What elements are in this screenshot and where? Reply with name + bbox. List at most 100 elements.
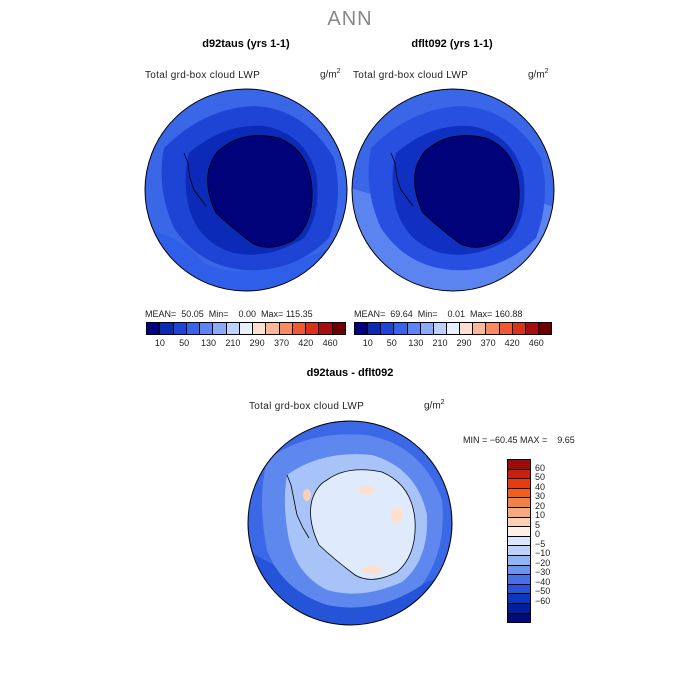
stats-right: MEAN= 69.64 Min= 0.01 Max= 160.88: [354, 309, 523, 319]
colorbar-tick-label: 460: [322, 338, 338, 348]
colorbar-tick-label: 130: [200, 338, 217, 348]
colorbar-tick-label: 370: [273, 338, 289, 348]
colorbar-swatch: [319, 323, 333, 334]
diff-colorbar-label: −5: [535, 538, 546, 549]
colorbar-ticks-left: 10 50 130 210 290 370 420 460: [146, 338, 344, 350]
colorbar-tick-label: 210: [432, 338, 448, 348]
colorbar-swatch: [279, 323, 293, 334]
colorbar-tick-label: 370: [480, 338, 496, 348]
diff-colorbar-label: 60: [535, 462, 546, 473]
colorbar-tick-label: 50: [179, 338, 190, 348]
colorbar-tick-label: 50: [386, 338, 397, 348]
diff-colorbar-label: −10: [535, 548, 551, 559]
colorbar-swatch: [433, 323, 447, 334]
diff-colorbar-swatch: [508, 613, 530, 623]
diff-colorbar-swatch: [508, 536, 530, 547]
colorbar-swatch: [394, 323, 408, 334]
colorbar-swatch: [200, 323, 214, 334]
colorbar-swatch: [147, 323, 161, 334]
diff-colorbar-swatch: [508, 594, 530, 604]
panel-title-left: d92taus (yrs 1-1): [202, 38, 290, 50]
diff-colorbar-swatch: [508, 498, 530, 508]
colorbar-tick-label: 130: [408, 338, 424, 348]
colorbar-swatch: [473, 323, 487, 334]
variable-label-left: Total grd-box cloud LWP: [145, 70, 261, 81]
colorbar-swatch: [239, 323, 254, 334]
colorbar-swatch: [368, 323, 382, 334]
colorbar-swatch: [292, 323, 307, 334]
polar-map-left: [144, 88, 348, 292]
colorbar-tick-label: 420: [298, 338, 314, 348]
colorbar-swatch: [499, 323, 513, 334]
unit-label-right: g/m2: [528, 68, 549, 81]
colorbar-swatch: [332, 323, 345, 334]
colorbar-swatch: [446, 323, 461, 334]
colorbar-swatch: [460, 323, 474, 334]
colorbar-swatch: [160, 323, 174, 334]
diff-colorbar-swatch: [508, 479, 530, 489]
colorbar-swatch: [355, 323, 369, 334]
diff-colorbar: [507, 459, 531, 623]
diff-colorbar-label: 10: [535, 510, 546, 521]
diff-colorbar-swatch: [508, 555, 530, 566]
diff-colorbar-label: −20: [535, 557, 551, 568]
diff-colorbar-label: −30: [535, 567, 551, 578]
colorbar-swatch: [420, 323, 434, 334]
diff-colorbar-label: −40: [535, 576, 551, 587]
diff-stats: MIN = −60.45 MAX = 9.65: [463, 435, 575, 445]
polar-map-diff: [247, 420, 453, 626]
diff-colorbar-label: 50: [535, 472, 546, 483]
colorbar-swatch: [381, 323, 395, 334]
diff-colorbar-swatch: [508, 488, 530, 499]
polar-map-right: [351, 88, 555, 292]
colorbar-swatch: [525, 323, 539, 334]
colorbar-left: [146, 322, 346, 335]
diff-colorbar-label: 40: [535, 481, 546, 492]
panel-title-right: dflt092 (yrs 1-1): [411, 38, 493, 50]
colorbar-swatch: [173, 323, 187, 334]
colorbar-tick-label: 290: [249, 338, 265, 348]
colorbar-tick-label: 10: [154, 338, 165, 348]
diff-title: d92taus - dflt092: [306, 367, 394, 379]
unit-label-left: g/m2: [320, 68, 341, 81]
diff-colorbar-label: 5: [535, 519, 541, 530]
colorbar-swatch: [486, 323, 500, 334]
diff-colorbar-label: −60: [535, 595, 551, 606]
colorbar-swatch: [512, 323, 526, 334]
colorbar-swatch: [213, 323, 227, 334]
diff-colorbar-label: −50: [535, 586, 551, 597]
colorbar-swatch: [266, 323, 280, 334]
main-title: ANN: [327, 8, 373, 30]
diff-colorbar-swatch: [508, 469, 530, 480]
colorbar-ticks-right: 10 50 130 210 290 370 420 460: [354, 338, 550, 350]
colorbar-swatch: [226, 323, 240, 334]
diff-variable-label: Total grd-box cloud LWP: [249, 401, 365, 412]
stats-left: MEAN= 50.05 Min= 0.00 Max= 115.35: [145, 309, 313, 319]
diff-colorbar-swatch: [508, 460, 530, 470]
diff-colorbar-swatch: [508, 575, 530, 585]
variable-label-right: Total grd-box cloud LWP: [353, 70, 469, 81]
colorbar-swatch: [538, 323, 552, 334]
colorbar-tick-label: 10: [362, 338, 373, 348]
diff-colorbar-labels: 60 50 40 30 20 10 5 0 −5 −10 −20 −30 −40 −50 −60: [535, 459, 575, 621]
diff-colorbar-swatch: [508, 565, 530, 576]
diff-colorbar-label: 0: [535, 529, 541, 540]
colorbar-tick-label: 420: [504, 338, 520, 348]
colorbar-swatch: [253, 323, 267, 334]
colorbar-tick-label: 290: [456, 338, 472, 348]
diff-colorbar-swatch: [508, 527, 530, 537]
colorbar-tick-label: 460: [528, 338, 544, 348]
diff-colorbar-swatch: [508, 584, 530, 595]
diff-unit-label: g/m2: [424, 399, 445, 412]
diff-colorbar-swatch: [508, 603, 530, 614]
diff-colorbar-swatch: [508, 546, 530, 556]
colorbar-swatch: [407, 323, 421, 334]
colorbar-tick-label: 210: [225, 338, 241, 348]
diff-colorbar-swatch: [508, 517, 530, 528]
diff-colorbar-label: 20: [535, 500, 546, 511]
diff-colorbar-swatch: [508, 507, 530, 518]
colorbar-swatch: [186, 323, 201, 334]
colorbar-swatch: [306, 323, 320, 334]
diff-colorbar-label: 30: [535, 491, 546, 502]
colorbar-right: [354, 322, 552, 335]
